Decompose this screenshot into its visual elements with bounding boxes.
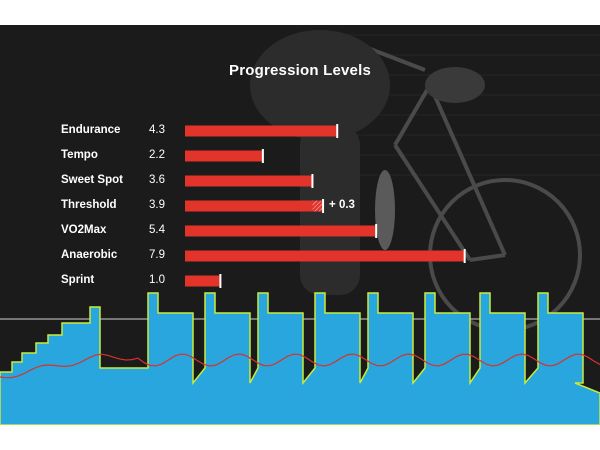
bar-gain-threshold bbox=[312, 200, 324, 212]
power-area bbox=[0, 292, 600, 425]
level-label-vo2max: VO2Max bbox=[61, 224, 107, 236]
bar-sweet-spot bbox=[185, 175, 313, 187]
gain-label-threshold: + 0.3 bbox=[329, 199, 355, 211]
bar-vo2max bbox=[185, 225, 377, 237]
level-value-vo2max: 5.4 bbox=[149, 224, 165, 236]
level-label-tempo: Tempo bbox=[61, 149, 98, 161]
level-label-sweet-spot: Sweet Spot bbox=[61, 174, 123, 186]
level-label-sprint: Sprint bbox=[61, 274, 95, 286]
bar-end-marker-sweet-spot bbox=[311, 174, 314, 188]
heart-rate-line bbox=[0, 353, 600, 379]
bar-end-marker-vo2max bbox=[375, 224, 378, 238]
chart-panel: Progression Levels Endurance 4.3 Tempo 2.2 S… bbox=[0, 25, 600, 425]
bar-end-marker-threshold bbox=[322, 199, 325, 213]
level-value-sprint: 1.0 bbox=[149, 274, 165, 286]
power-profile-graph bbox=[0, 292, 600, 425]
level-label-endurance: Endurance bbox=[61, 124, 121, 136]
bar-end-marker-tempo bbox=[261, 149, 264, 163]
bar-threshold bbox=[185, 200, 313, 212]
bar-end-marker-endurance bbox=[336, 124, 339, 138]
level-value-sweet-spot: 3.6 bbox=[149, 174, 165, 186]
level-value-threshold: 3.9 bbox=[149, 199, 165, 211]
bar-end-marker-sprint bbox=[219, 274, 222, 288]
bar-anaerobic bbox=[185, 250, 465, 262]
progression-bars bbox=[185, 124, 466, 288]
level-value-endurance: 4.3 bbox=[149, 124, 165, 136]
bar-endurance bbox=[185, 125, 338, 137]
bar-end-marker-anaerobic bbox=[463, 249, 466, 263]
level-label-threshold: Threshold bbox=[61, 199, 117, 211]
level-value-tempo: 2.2 bbox=[149, 149, 165, 161]
bar-tempo bbox=[185, 150, 263, 162]
level-label-anaerobic: Anaerobic bbox=[61, 249, 118, 261]
level-value-anaerobic: 7.9 bbox=[149, 249, 165, 261]
chart-title: Progression Levels bbox=[229, 62, 371, 79]
bar-sprint bbox=[185, 275, 221, 287]
